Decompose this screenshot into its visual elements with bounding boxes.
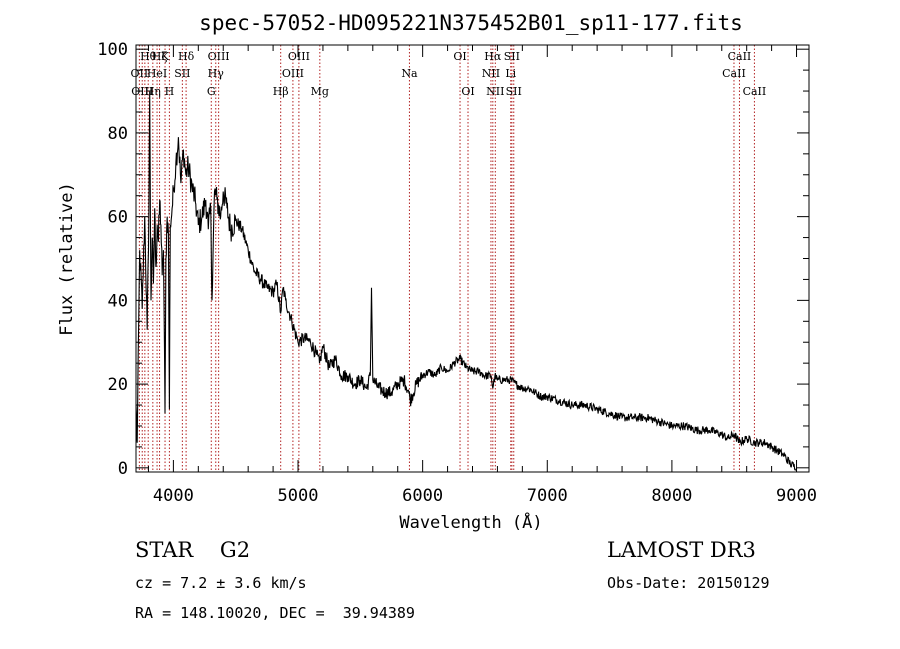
spectral-line-label: Mg bbox=[311, 85, 329, 98]
x-tick-label: 7000 bbox=[527, 486, 568, 506]
object-class: STAR G2 bbox=[135, 538, 251, 562]
spectral-line-label: OIII bbox=[282, 67, 304, 80]
spectrum-series-line bbox=[135, 90, 798, 471]
spectral-line-label: Hβ bbox=[273, 85, 289, 98]
x-tick-label: 4000 bbox=[153, 486, 194, 506]
y-tick-label: 100 bbox=[97, 40, 128, 60]
spectral-line-label: NII bbox=[486, 85, 504, 98]
y-axis: 0 20 40 60 80 100 bbox=[97, 40, 809, 479]
survey-name: LAMOST DR3 bbox=[607, 538, 756, 562]
y-tick-label: 40 bbox=[108, 291, 128, 311]
spectral-line-label: Na bbox=[401, 67, 418, 80]
spectral-line-label: H bbox=[165, 85, 175, 98]
y-tick-label: 20 bbox=[108, 375, 128, 395]
emission-lines-layer bbox=[138, 45, 755, 472]
obs-date: Obs-Date: 20150129 bbox=[607, 574, 770, 592]
spectral-line-label: OI bbox=[461, 85, 474, 98]
line-labels-layer: OII OIII Hθ Hη HeI HζK H SII Hδ G Hγ OIII Hβ OIII OIII… bbox=[131, 50, 767, 98]
spectral-line-label: SII bbox=[174, 67, 190, 80]
x-tick-label: 5000 bbox=[278, 486, 319, 506]
spectral-line-label: Hδ bbox=[178, 50, 195, 63]
spectral-line-label: Hα bbox=[484, 50, 502, 63]
spectral-line-label: OII bbox=[131, 67, 149, 80]
x-axis-label: Wavelength (Å) bbox=[399, 511, 542, 533]
spectral-line-label: Hζ bbox=[152, 50, 168, 63]
x-axis: 4000 5000 6000 7000 8000 9000 bbox=[147, 45, 817, 506]
chart-title: spec-57052-HD095221N375452B01_sp11-177.f… bbox=[199, 11, 743, 35]
cz-value: cz = 7.2 ± 3.6 km/s bbox=[135, 574, 307, 592]
spectral-line-label: OIII bbox=[131, 85, 153, 98]
spectral-line-label: NII bbox=[482, 67, 500, 80]
spectral-line-label: OI bbox=[453, 50, 466, 63]
spectral-line-label: Hθ bbox=[140, 50, 157, 63]
y-tick-label: 0 bbox=[118, 459, 128, 479]
plot-frame bbox=[135, 44, 810, 473]
spectral-line-label: Hγ bbox=[208, 67, 225, 80]
y-axis-label: Flux (relative) bbox=[57, 182, 77, 336]
spectral-line-label: SII bbox=[506, 85, 522, 98]
spectral-line-label: CaII bbox=[728, 50, 752, 63]
x-tick-label: 9000 bbox=[776, 486, 817, 506]
y-tick-label: 60 bbox=[108, 208, 128, 228]
spectral-line-label: HeI bbox=[147, 67, 167, 80]
ra-dec-value: RA = 148.10020, DEC = 39.94389 bbox=[135, 604, 415, 622]
spectral-line-label: K bbox=[161, 50, 170, 63]
spectral-line-label: G bbox=[207, 85, 216, 98]
spectral-line-label: Hη bbox=[145, 85, 161, 98]
y-tick-label: 80 bbox=[108, 124, 128, 144]
spectral-line-label: Li bbox=[505, 67, 516, 80]
x-tick-label: 6000 bbox=[402, 486, 443, 506]
spectral-line-label: OIII bbox=[288, 50, 310, 63]
spectral-line-label: OIII bbox=[208, 50, 230, 63]
x-tick-label: 8000 bbox=[651, 486, 692, 506]
spectral-line-label: CaII bbox=[722, 67, 746, 80]
spectral-line-label: CaII bbox=[743, 85, 767, 98]
spectral-line-label: SII bbox=[504, 50, 520, 63]
